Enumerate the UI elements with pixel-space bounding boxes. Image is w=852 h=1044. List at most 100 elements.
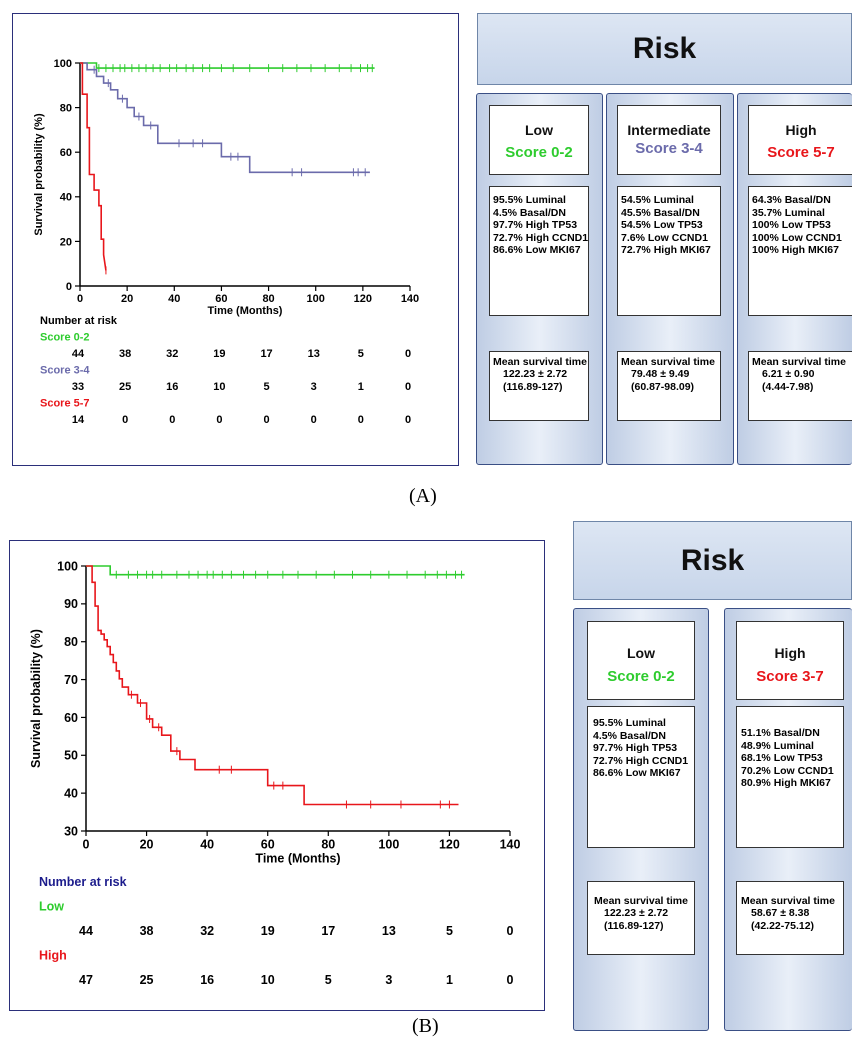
risk-count: 0 bbox=[507, 973, 514, 987]
stat-line: 68.1% Low TP53 bbox=[741, 752, 823, 764]
risk-count: 25 bbox=[119, 381, 131, 393]
y-tick-label: 100 bbox=[54, 58, 72, 70]
risk-count: 1 bbox=[358, 381, 364, 393]
mean-survival-intermediate-a: Mean survival time 79.48 ± 9.49 (60.87-9… bbox=[617, 351, 721, 421]
risk-stats-low-a: 95.5% Luminal 4.5% Basal/DN 97.7% High T… bbox=[489, 186, 589, 316]
risk-count: 17 bbox=[260, 348, 272, 360]
risk-box-low-b: Low Score 0-2 bbox=[587, 621, 695, 700]
mean-survival-title: Mean survival time bbox=[493, 356, 587, 368]
y-tick-label: 60 bbox=[60, 147, 72, 159]
mean-survival-value: 79.48 ± 9.49 bbox=[631, 368, 690, 380]
risk-count: 32 bbox=[200, 924, 214, 938]
x-tick-label: 60 bbox=[215, 293, 227, 305]
mean-survival-value: 6.21 ± 0.90 bbox=[762, 368, 815, 380]
risk-score: Score 0-2 bbox=[505, 144, 573, 161]
risk-count: 5 bbox=[446, 924, 453, 938]
stat-line: 35.7% Luminal bbox=[752, 206, 825, 219]
risk-count: 0 bbox=[122, 414, 128, 426]
y-tick-label: 80 bbox=[64, 635, 78, 649]
risk-score: Score 0-2 bbox=[607, 668, 675, 685]
x-tick-label: 60 bbox=[261, 838, 275, 852]
stat-line: 72.7% High CCND1 bbox=[593, 754, 689, 767]
risk-table-title: Number at risk bbox=[39, 875, 127, 889]
risk-count: 13 bbox=[382, 924, 396, 938]
risk-count: 5 bbox=[358, 348, 364, 360]
risk-count: 16 bbox=[166, 381, 178, 393]
stat-line: 97.7% High TP53 bbox=[493, 219, 578, 231]
risk-title: Low bbox=[627, 645, 655, 661]
risk-count: 38 bbox=[119, 348, 131, 360]
stat-line: 95.5% Luminal bbox=[593, 717, 666, 729]
stat-line: 64.3% Basal/DN bbox=[752, 194, 831, 206]
y-axis-title: Survival probability (%) bbox=[29, 629, 43, 768]
risk-box-low-a: Low Score 0-2 bbox=[489, 105, 589, 175]
mean-survival-high-b: Mean survival time 58.67 ± 8.38 (42.22-7… bbox=[736, 881, 844, 955]
stat-line: 80.9% High MKI67 bbox=[741, 777, 831, 789]
risk-stats-intermediate-a: 54.5% Luminal 45.5% Basal/DN 54.5% Low T… bbox=[617, 186, 721, 316]
stat-line: 4.5% Basal/DN bbox=[593, 729, 666, 742]
risk-column-high-b: High Score 3-7 51.1% Basal/DN 48.9% Lumi… bbox=[724, 608, 852, 1031]
risk-score: Score 3-4 bbox=[635, 140, 703, 157]
risk-score: Score 5-7 bbox=[767, 144, 835, 161]
risk-box-intermediate-a: Intermediate Score 3-4 bbox=[617, 105, 721, 175]
mean-survival-ci: (60.87-98.09) bbox=[631, 381, 695, 393]
risk-row-label: Score 0-2 bbox=[40, 332, 90, 344]
risk-count: 0 bbox=[311, 414, 317, 426]
x-tick-label: 0 bbox=[83, 838, 90, 852]
risk-row-label: Score 5-7 bbox=[40, 398, 90, 410]
mean-survival-ci: (116.89-127) bbox=[604, 920, 664, 932]
risk-table-title: Number at risk bbox=[40, 315, 118, 327]
y-tick-label: 40 bbox=[60, 192, 72, 204]
y-tick-label: 100 bbox=[57, 559, 78, 573]
mean-survival-ci: (42.22-75.12) bbox=[751, 920, 815, 932]
risk-count: 0 bbox=[405, 414, 411, 426]
risk-count: 38 bbox=[140, 924, 154, 938]
risk-row-label: High bbox=[39, 949, 67, 963]
stat-line: 100% High MKI67 bbox=[752, 244, 839, 256]
risk-count: 0 bbox=[405, 381, 411, 393]
stat-line: 86.6% Low MKI67 bbox=[493, 244, 581, 256]
y-tick-label: 70 bbox=[64, 673, 78, 687]
x-tick-label: 40 bbox=[168, 293, 180, 305]
x-tick-label: 20 bbox=[140, 838, 154, 852]
panel-label-a: (A) bbox=[409, 485, 437, 507]
x-axis-title: Time (Months) bbox=[255, 851, 340, 865]
mean-survival-title: Mean survival time bbox=[621, 356, 715, 368]
risk-title: Intermediate bbox=[627, 122, 711, 138]
mean-survival-value: 122.23 ± 2.72 bbox=[503, 368, 568, 380]
km-chart-b: 0 20 40 60 80 100 120 14030405060708090100Time … bbox=[29, 559, 520, 987]
mean-survival-ci: (116.89-127) bbox=[503, 381, 563, 393]
mean-survival-value: 58.67 ± 8.38 bbox=[751, 907, 810, 919]
risk-column-low-a: Low Score 0-2 95.5% Luminal 4.5% Basal/D… bbox=[476, 93, 603, 465]
panel-a-chart-frame bbox=[12, 13, 459, 466]
y-tick-label: 50 bbox=[64, 749, 78, 763]
stat-line: 51.1% Basal/DN bbox=[741, 727, 820, 739]
x-tick-label: 120 bbox=[439, 838, 460, 852]
stat-line: 97.7% High TP53 bbox=[593, 742, 678, 754]
risk-score: Score 3-7 bbox=[756, 668, 824, 685]
x-tick-label: 40 bbox=[200, 838, 214, 852]
risk-count: 47 bbox=[79, 973, 93, 987]
y-tick-label: 0 bbox=[66, 281, 72, 293]
risk-column-intermediate-a: Intermediate Score 3-4 54.5% Luminal 45.… bbox=[606, 93, 734, 465]
risk-count: 19 bbox=[261, 924, 275, 938]
risk-column-low-b: Low Score 0-2 95.5% Luminal 4.5% Basal/D… bbox=[573, 608, 709, 1031]
stat-line: 7.6% Low CCND1 bbox=[621, 231, 708, 244]
x-tick-label: 80 bbox=[321, 838, 335, 852]
risk-count: 3 bbox=[311, 381, 317, 393]
mean-survival-ci: (4.44-7.98) bbox=[762, 381, 814, 393]
risk-count: 5 bbox=[264, 381, 270, 393]
risk-row-label: Score 3-4 bbox=[40, 365, 90, 377]
mean-survival-title: Mean survival time bbox=[594, 895, 688, 907]
risk-box-high-b: High Score 3-7 bbox=[736, 621, 844, 700]
y-tick-label: 80 bbox=[60, 102, 72, 114]
mean-survival-low-b: Mean survival time 122.23 ± 2.72 (116.89… bbox=[587, 881, 695, 955]
risk-count: 10 bbox=[213, 381, 225, 393]
x-tick-label: 0 bbox=[77, 293, 83, 305]
risk-count: 0 bbox=[169, 414, 175, 426]
mean-survival-low-a: Mean survival time 122.23 ± 2.72 (116.89… bbox=[489, 351, 589, 421]
risk-count: 33 bbox=[72, 381, 84, 393]
x-tick-label: 100 bbox=[307, 293, 325, 305]
risk-title: High bbox=[774, 645, 806, 661]
